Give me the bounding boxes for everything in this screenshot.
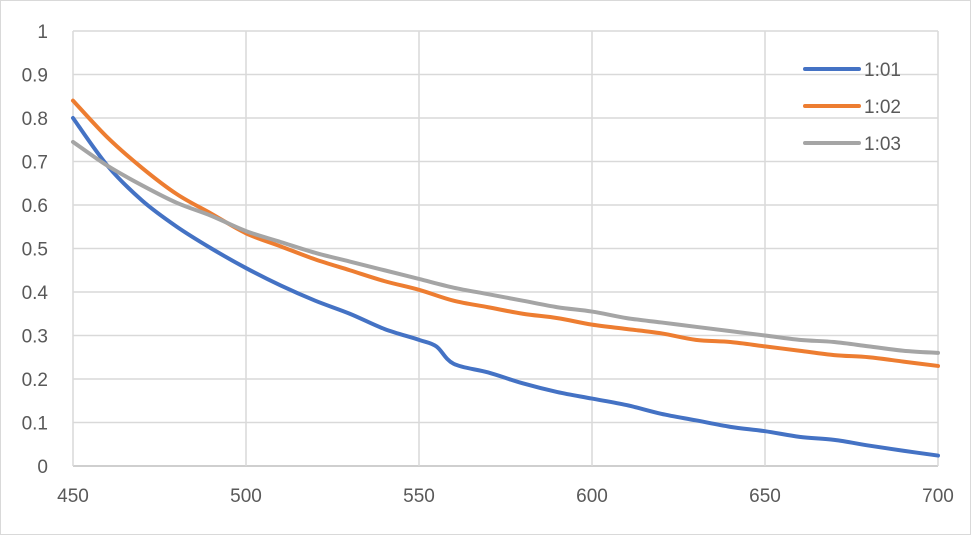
y-tick-label: 0.5 (22, 240, 48, 261)
legend-label: 1:02 (864, 97, 901, 118)
x-tick-label: 650 (749, 486, 781, 507)
y-tick-label: 1 (37, 22, 48, 43)
x-tick-label: 450 (57, 486, 89, 507)
y-tick-label: 0.8 (22, 109, 48, 130)
y-tick-label: 0.3 (22, 327, 48, 348)
x-tick-label: 600 (576, 486, 608, 507)
series-line-1:03 (71, 139, 940, 355)
legend-label: 1:03 (864, 134, 901, 155)
y-axis-tick-labels: 0 0.1 0.2 0.3 0.4 0.5 0.6 0.7 0.8 0.9 1 (22, 22, 49, 478)
y-tick-label: 0.7 (22, 153, 48, 174)
x-tick-label: 500 (230, 486, 262, 507)
y-tick-label: 0 (37, 457, 48, 478)
x-axis-tick-labels: 450 500 550 600 650 700 (57, 486, 954, 507)
y-tick-label: 0.9 (22, 66, 48, 87)
legend-label: 1:01 (864, 60, 901, 81)
gridlines (72, 30, 939, 467)
x-tick-label: 700 (922, 486, 954, 507)
data-series (71, 98, 940, 458)
series-line-1:01 (71, 116, 940, 458)
y-tick-label: 0.1 (22, 414, 48, 435)
y-tick-label: 0.4 (22, 283, 49, 304)
y-tick-label: 0.2 (22, 370, 48, 391)
legend: 1:01 1:02 1:03 (803, 60, 901, 155)
y-tick-label: 0.6 (22, 196, 48, 217)
x-tick-label: 550 (403, 486, 435, 507)
series-line-1:02 (71, 98, 940, 368)
